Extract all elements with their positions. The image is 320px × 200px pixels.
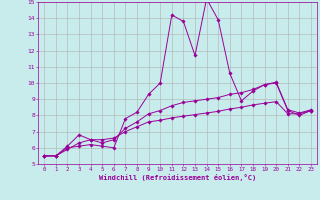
X-axis label: Windchill (Refroidissement éolien,°C): Windchill (Refroidissement éolien,°C) (99, 174, 256, 181)
